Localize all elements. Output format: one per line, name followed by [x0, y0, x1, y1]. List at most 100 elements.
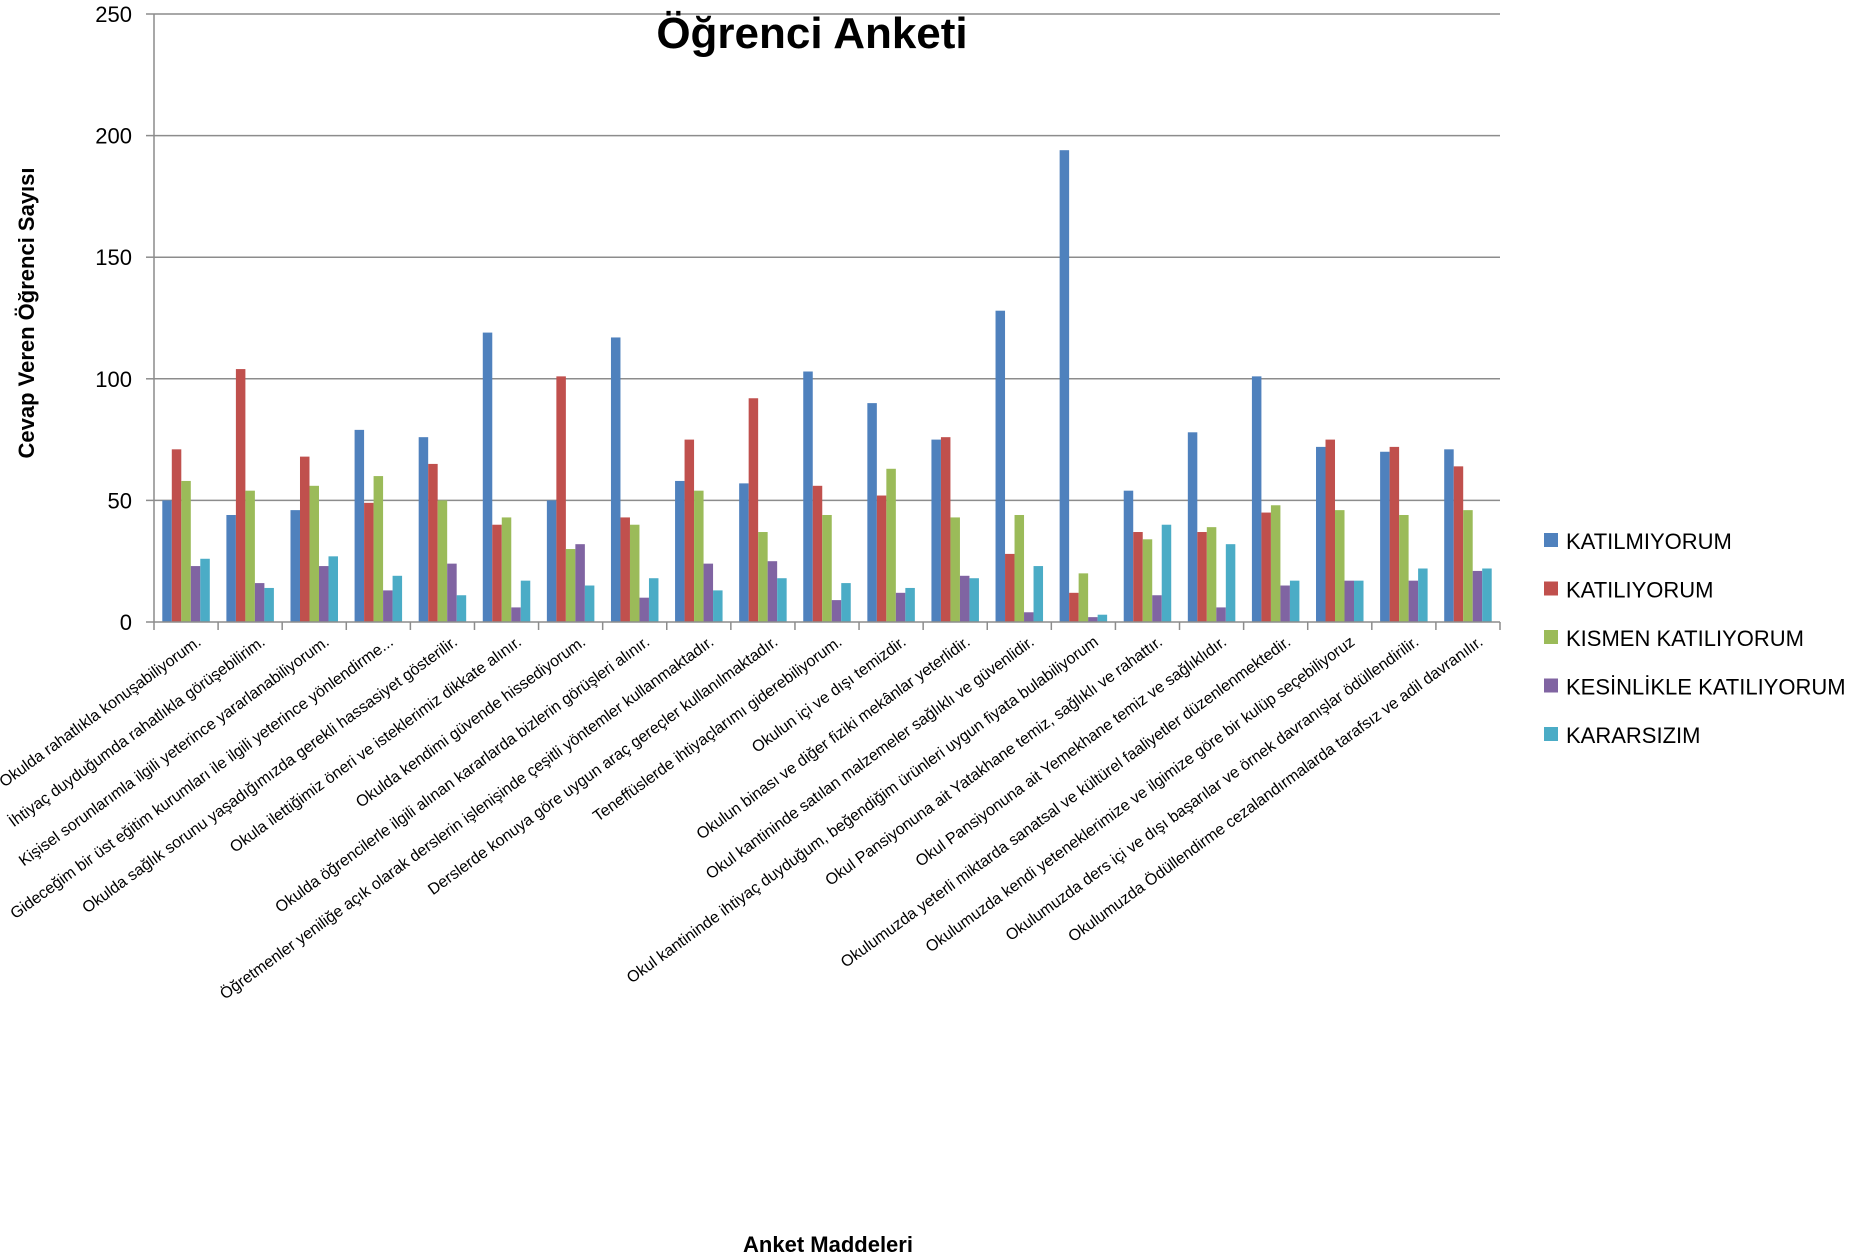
bar [1014, 514, 1025, 622]
bar [1097, 614, 1108, 622]
bar [758, 532, 768, 622]
bar [876, 495, 887, 622]
bar [1088, 617, 1098, 622]
bar [392, 575, 403, 622]
bar [437, 500, 448, 622]
legend-label: KISMEN KATILIYORUM [1566, 626, 1804, 651]
legend-swatch [1544, 727, 1558, 741]
bar [511, 607, 521, 622]
bar [1152, 595, 1162, 622]
gridlines [154, 13, 1500, 502]
bar [1251, 376, 1262, 622]
bar [428, 463, 438, 622]
bar [1024, 612, 1034, 622]
bar [1380, 451, 1390, 622]
bar [886, 468, 896, 622]
bar [565, 549, 576, 622]
bar [1123, 490, 1134, 622]
legend-label: KESİNLİKLE KATILIYORUM [1566, 675, 1846, 700]
bar [713, 590, 723, 622]
bar [1142, 539, 1153, 622]
bars [162, 150, 1492, 622]
bar [1399, 514, 1409, 622]
bar [1187, 432, 1198, 622]
legend-swatch [1544, 678, 1558, 693]
bar [841, 583, 851, 622]
bar [1354, 580, 1364, 622]
legend: KATILMIYORUM KATILIYORUM KISMEN KATILIYORU… [1544, 529, 1846, 748]
legend-label: KATILIYORUM [1566, 578, 1714, 603]
bar [492, 524, 502, 622]
bar [482, 332, 493, 622]
x-tick-labels: Okulda rahatlıkla konuşabiliyorum.İhtiya… [0, 632, 1486, 1003]
bar [447, 563, 457, 622]
bar [501, 517, 512, 622]
bar [245, 490, 255, 622]
bar [931, 439, 941, 622]
y-tick-labels: 0 50 100 150 200 250 [95, 2, 154, 635]
bar [620, 517, 630, 622]
bar [235, 369, 246, 622]
bar [328, 556, 338, 622]
bar [162, 500, 172, 622]
bar [200, 558, 210, 622]
x-axis-title: Anket Maddeleri [743, 1232, 913, 1257]
y-tick-label: 100 [95, 367, 132, 392]
bar [1408, 580, 1419, 622]
bar [1453, 466, 1464, 622]
bar [610, 337, 621, 622]
bar [254, 583, 265, 622]
bar [1069, 592, 1079, 622]
chart-title: Öğrenci Anketi [656, 9, 967, 58]
bar [812, 485, 823, 622]
bar [867, 403, 877, 622]
y-tick-label: 250 [95, 2, 132, 27]
bar [950, 517, 960, 622]
bar [520, 580, 531, 622]
bar [383, 590, 393, 622]
bar [364, 502, 374, 622]
bar [831, 600, 842, 622]
bar [1005, 553, 1015, 622]
legend-label: KARARSIZIM [1566, 723, 1700, 748]
bar [739, 483, 749, 622]
bar [556, 376, 566, 622]
bar [1270, 505, 1281, 622]
bar [895, 592, 906, 622]
bar [675, 480, 685, 622]
bar [969, 578, 979, 622]
y-tick-label: 200 [95, 124, 132, 149]
y-axis-title: Cevap Veren Öğrenci Sayısı [14, 167, 39, 458]
bar [1280, 585, 1290, 622]
bar [1225, 544, 1236, 622]
bar [584, 585, 595, 622]
x-tick-label: Okula ilettiğimiz öneri ve isteklerimiz … [227, 633, 525, 856]
y-tick-label: 50 [108, 488, 132, 513]
bar [226, 514, 236, 622]
bar [1133, 532, 1143, 622]
y-tick-label: 150 [95, 245, 132, 270]
bar [299, 456, 310, 622]
bar [648, 578, 659, 622]
bar [684, 439, 695, 622]
bar [1463, 510, 1473, 622]
x-tick-label: Okulda kendimi güvende hissediyorum. [353, 633, 589, 811]
bar [1444, 449, 1454, 622]
bar [959, 575, 970, 622]
legend-swatch [1544, 533, 1558, 547]
bar [171, 449, 182, 622]
bar [1418, 568, 1428, 622]
bar [181, 480, 191, 622]
legend-swatch [1544, 581, 1558, 596]
bar [1344, 580, 1355, 622]
bar [290, 510, 300, 622]
bar [748, 398, 759, 622]
bar [418, 437, 429, 622]
bar [190, 566, 201, 622]
bar [995, 310, 1006, 622]
bar [456, 595, 467, 622]
y-tick-label: 0 [120, 610, 132, 635]
bar [1482, 568, 1492, 622]
bar [1197, 532, 1207, 622]
